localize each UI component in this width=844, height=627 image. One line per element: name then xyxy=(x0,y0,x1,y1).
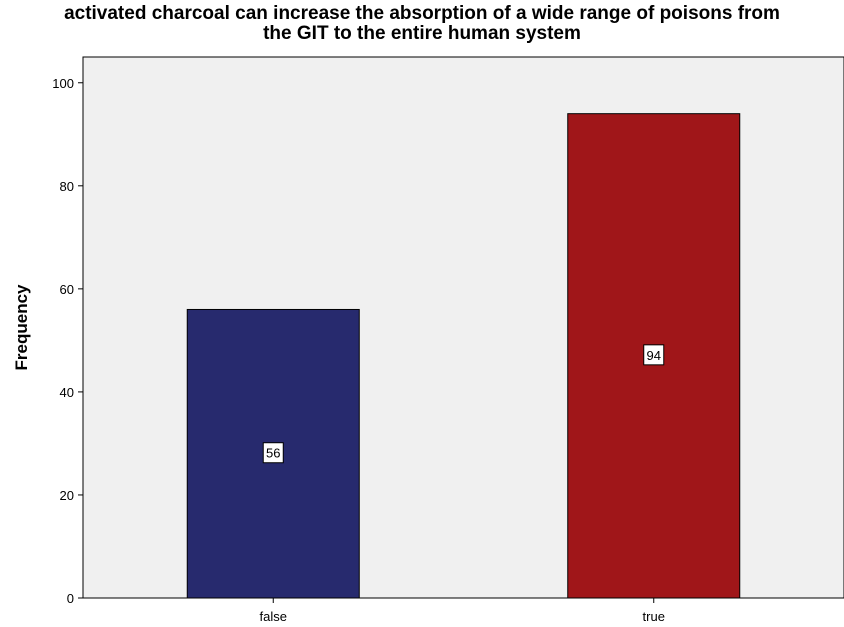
data-label-false: 56 xyxy=(266,446,280,461)
y-tick-label: 0 xyxy=(67,591,74,606)
data-label-box-true xyxy=(643,344,665,366)
x-tick-label-true: true xyxy=(643,609,665,624)
y-tick-label: 100 xyxy=(52,76,74,91)
x-axis: false true xyxy=(260,598,665,624)
bars-group: 56 94 xyxy=(186,113,741,599)
x-tick-label-false: false xyxy=(260,609,287,624)
chart-title-line-2: the GIT to the entire human system xyxy=(263,23,581,44)
y-axis-title: Frequency xyxy=(12,284,31,371)
y-tick-label: 80 xyxy=(60,179,74,194)
y-tick-label: 20 xyxy=(60,488,74,503)
data-label-true: 94 xyxy=(647,348,661,363)
y-tick-label: 40 xyxy=(60,385,74,400)
y-axis: 0 20 40 60 80 100 xyxy=(52,76,83,606)
chart-title: activated charcoal can increase the abso… xyxy=(0,4,844,44)
chart-title-line-1: activated charcoal can increase the abso… xyxy=(64,3,780,24)
data-label-box-false xyxy=(262,442,284,464)
y-tick-label: 60 xyxy=(60,282,74,297)
